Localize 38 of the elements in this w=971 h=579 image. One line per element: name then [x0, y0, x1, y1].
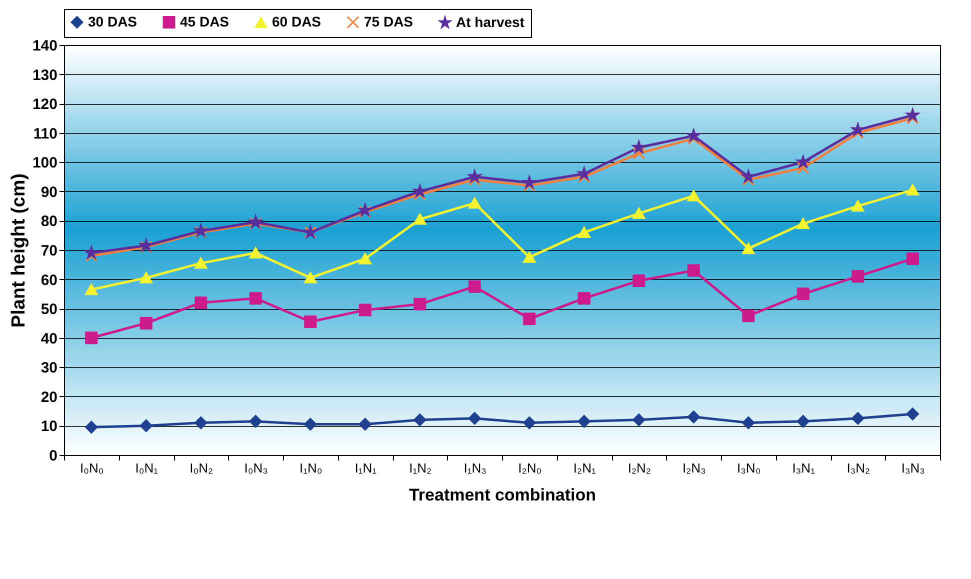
x-tick-label: I₀N₂ — [190, 460, 214, 476]
y-tick-label: 40 — [40, 330, 58, 348]
y-tick-label: 30 — [40, 360, 58, 377]
y-tick-label: 100 — [32, 154, 58, 172]
x-tick-label: I₃N₁ — [792, 460, 816, 476]
x-tick-label: I₃N₂ — [846, 460, 870, 476]
x-tick-label: I₀N₀ — [80, 460, 104, 476]
x-tick-label: I₁N₂ — [409, 460, 432, 476]
legend-label: 30 DAS — [88, 13, 138, 30]
x-tick-label: I₁N₁ — [354, 460, 378, 476]
y-tick-label: 20 — [40, 388, 58, 406]
x-tick-label: I₀N₁ — [135, 460, 159, 476]
x-tick-label: I₃N₀ — [737, 460, 761, 476]
x-axis-title: Treatment combination — [408, 486, 596, 504]
legend-label: 60 DAS — [272, 14, 322, 30]
legend-label: At harvest — [456, 14, 525, 30]
x-tick-label: I₂N₀ — [518, 460, 542, 476]
y-tick-label: 120 — [32, 96, 58, 114]
x-tick-label: I₀N₃ — [244, 460, 268, 476]
y-tick-label: 80 — [40, 213, 58, 230]
x-tick-label: I₃N₃ — [901, 460, 925, 476]
y-tick-label: 90 — [40, 184, 58, 201]
legend-label: 75 DAS — [364, 13, 414, 30]
y-tick-label: 110 — [33, 125, 58, 142]
legend-label: 45 DAS — [180, 13, 230, 30]
x-tick-label: I₂N₃ — [682, 460, 706, 476]
x-tick-label: I₂N₂ — [628, 460, 651, 476]
x-tick-label: I₂N₁ — [573, 460, 596, 476]
y-tick-label: 130 — [32, 66, 58, 84]
y-tick-label: 140 — [32, 38, 58, 54]
x-tick-label: I₁N₃ — [464, 460, 486, 476]
y-tick-label: 60 — [40, 272, 58, 289]
y-tick-label: 70 — [40, 242, 58, 260]
y-tick-label: 10 — [40, 418, 58, 436]
x-tick-label: I₁N₀ — [299, 460, 322, 476]
y-axis-title: Plant height (cm) — [8, 173, 30, 328]
y-tick-label: 50 — [40, 301, 58, 318]
y-tick-label: 0 — [49, 448, 58, 464]
